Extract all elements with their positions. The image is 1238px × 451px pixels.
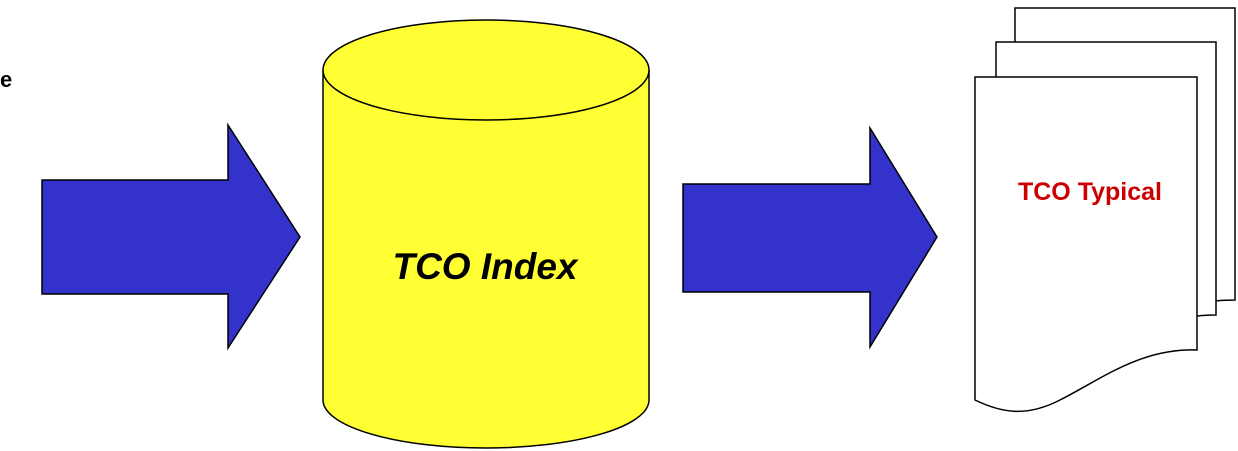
database-cylinder bbox=[322, 19, 650, 449]
document-front bbox=[974, 76, 1198, 412]
database-label: TCO Index bbox=[392, 246, 578, 287]
arrow-left bbox=[41, 122, 301, 351]
partial-left-label: e bbox=[0, 67, 13, 92]
database-body bbox=[322, 70, 650, 449]
database-top bbox=[322, 19, 650, 121]
documents-label: TCO Typical bbox=[1017, 178, 1162, 206]
document-stack bbox=[974, 7, 1236, 412]
arrow-right bbox=[682, 125, 938, 350]
